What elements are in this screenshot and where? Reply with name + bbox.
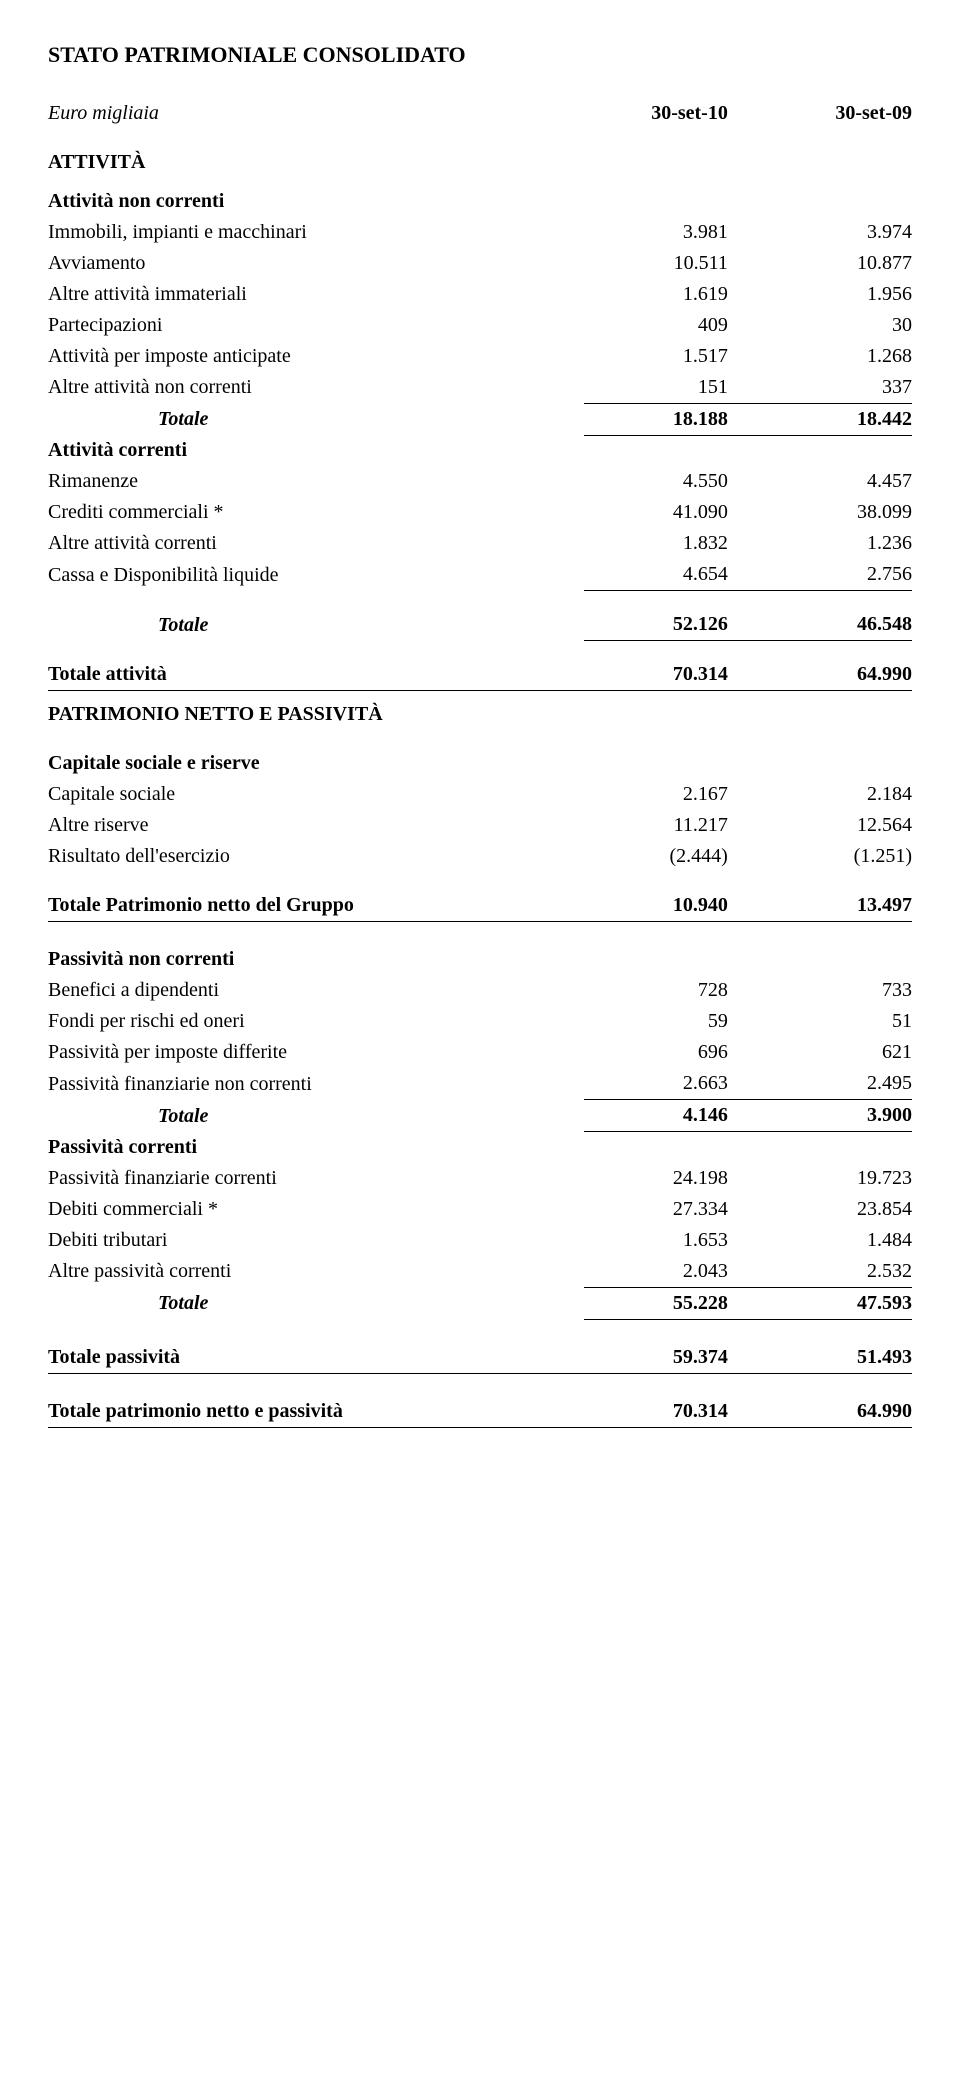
table-row: Risultato dell'esercizio(2.444)(1.251) bbox=[48, 841, 912, 872]
col-header-2: 30-set-09 bbox=[748, 98, 912, 129]
section-capitale: Capitale sociale e riserve bbox=[48, 730, 912, 779]
balance-sheet-table: Euro migliaia 30-set-10 30-set-09 ATTIVI… bbox=[48, 98, 912, 1428]
table-row: Partecipazioni40930 bbox=[48, 310, 912, 341]
total-attivita-row: Totale attività70.31464.990 bbox=[48, 641, 912, 691]
total-patrimonio-row: Totale Patrimonio netto del Gruppo10.940… bbox=[48, 872, 912, 922]
subtotal-row: Totale55.22847.593 bbox=[48, 1287, 912, 1319]
col-header-1: 30-set-10 bbox=[584, 98, 748, 129]
section-patrimonio: PATRIMONIO NETTO E PASSIVITÀ bbox=[48, 691, 912, 731]
table-row: Immobili, impianti e macchinari3.9813.97… bbox=[48, 217, 912, 248]
table-row: Altre attività immateriali1.6191.956 bbox=[48, 279, 912, 310]
table-row: Crediti commerciali *41.09038.099 bbox=[48, 497, 912, 528]
section-correnti: Attività correnti bbox=[48, 435, 912, 466]
table-row: Altre attività correnti1.8321.236 bbox=[48, 528, 912, 559]
table-row: Rimanenze4.5504.457 bbox=[48, 466, 912, 497]
section-non-correnti: Attività non correnti bbox=[48, 178, 912, 217]
table-row: Capitale sociale2.1672.184 bbox=[48, 779, 912, 810]
table-row: Attività per imposte anticipate1.5171.26… bbox=[48, 341, 912, 372]
subtotal-row: Totale18.18818.442 bbox=[48, 403, 912, 435]
table-row: Benefici a dipendenti728733 bbox=[48, 975, 912, 1006]
table-row: Passività finanziarie correnti24.19819.7… bbox=[48, 1163, 912, 1194]
header-row: Euro migliaia 30-set-10 30-set-09 bbox=[48, 98, 912, 129]
table-row: Fondi per rischi ed oneri5951 bbox=[48, 1006, 912, 1037]
table-row: Avviamento10.51110.877 bbox=[48, 248, 912, 279]
table-row: Passività per imposte differite696621 bbox=[48, 1037, 912, 1068]
total-passivita-row: Totale passività59.37451.493 bbox=[48, 1319, 912, 1373]
subtotal-row: Totale4.1463.900 bbox=[48, 1100, 912, 1132]
table-row: Altre passività correnti2.0432.532 bbox=[48, 1256, 912, 1288]
table-row: Debiti tributari1.6531.484 bbox=[48, 1225, 912, 1256]
table-row: Cassa e Disponibilità liquide4.6542.756 bbox=[48, 559, 912, 591]
table-row: Altre attività non correnti151337 bbox=[48, 372, 912, 404]
grand-total-row: Totale patrimonio netto e passività70.31… bbox=[48, 1373, 912, 1427]
subtotal-row: Totale52.12646.548 bbox=[48, 591, 912, 641]
table-row: Passività finanziarie non correnti2.6632… bbox=[48, 1068, 912, 1100]
section-passivita-c: Passività correnti bbox=[48, 1132, 912, 1163]
table-row: Debiti commerciali *27.33423.854 bbox=[48, 1194, 912, 1225]
document-title: STATO PATRIMONIALE CONSOLIDATO bbox=[48, 40, 912, 70]
section-passivita-nc: Passività non correnti bbox=[48, 922, 912, 976]
table-row: Altre riserve11.21712.564 bbox=[48, 810, 912, 841]
unit-label: Euro migliaia bbox=[48, 98, 584, 129]
section-attivita: ATTIVITÀ bbox=[48, 129, 912, 178]
